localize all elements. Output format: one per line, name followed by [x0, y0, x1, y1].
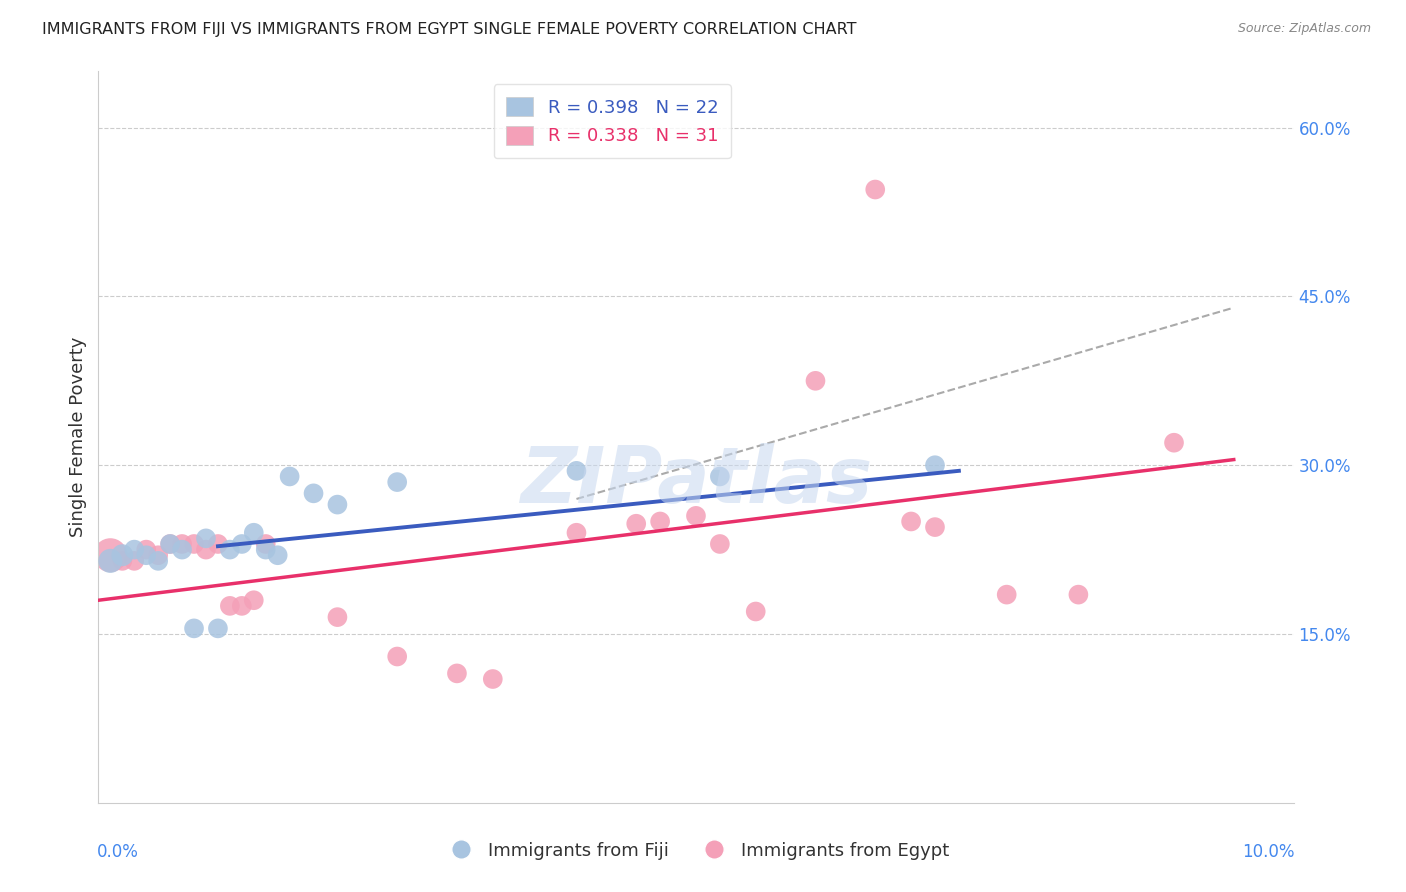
- Point: [159, 537, 181, 551]
- Point: [1067, 588, 1090, 602]
- Point: [219, 599, 242, 613]
- Point: [219, 542, 242, 557]
- Point: [98, 554, 122, 568]
- Point: [804, 374, 827, 388]
- Point: [446, 666, 468, 681]
- Point: [709, 537, 731, 551]
- Point: [1163, 435, 1185, 450]
- Point: [231, 599, 253, 613]
- Point: [254, 537, 277, 551]
- Point: [124, 554, 146, 568]
- Point: [650, 515, 672, 529]
- Point: [385, 475, 409, 489]
- Point: [243, 525, 266, 540]
- Text: Source: ZipAtlas.com: Source: ZipAtlas.com: [1237, 22, 1371, 36]
- Point: [207, 621, 229, 635]
- Point: [195, 542, 218, 557]
- Point: [865, 182, 887, 196]
- Point: [385, 649, 409, 664]
- Point: [745, 605, 768, 619]
- Point: [183, 537, 205, 551]
- Point: [326, 610, 349, 624]
- Point: [254, 542, 277, 557]
- Point: [124, 542, 146, 557]
- Point: [148, 548, 170, 562]
- Text: 0.0%: 0.0%: [97, 843, 139, 861]
- Legend: Immigrants from Fiji, Immigrants from Egypt: Immigrants from Fiji, Immigrants from Eg…: [436, 835, 956, 867]
- Text: 10.0%: 10.0%: [1243, 843, 1295, 861]
- Point: [207, 537, 229, 551]
- Point: [995, 588, 1018, 602]
- Text: ZIPatlas: ZIPatlas: [520, 443, 872, 519]
- Point: [302, 486, 325, 500]
- Point: [924, 520, 946, 534]
- Point: [900, 515, 922, 529]
- Point: [135, 548, 157, 562]
- Point: [924, 458, 946, 473]
- Point: [626, 516, 648, 531]
- Y-axis label: Single Female Poverty: Single Female Poverty: [69, 337, 87, 537]
- Point: [148, 554, 170, 568]
- Point: [172, 537, 194, 551]
- Point: [231, 537, 253, 551]
- Point: [243, 593, 266, 607]
- Text: IMMIGRANTS FROM FIJI VS IMMIGRANTS FROM EGYPT SINGLE FEMALE POVERTY CORRELATION : IMMIGRANTS FROM FIJI VS IMMIGRANTS FROM …: [42, 22, 856, 37]
- Point: [111, 548, 134, 562]
- Point: [482, 672, 505, 686]
- Point: [111, 554, 134, 568]
- Point: [135, 542, 157, 557]
- Point: [159, 537, 181, 551]
- Point: [565, 464, 588, 478]
- Point: [183, 621, 205, 635]
- Point: [195, 532, 218, 546]
- Point: [172, 542, 194, 557]
- Point: [685, 508, 707, 523]
- Point: [267, 548, 290, 562]
- Point: [98, 548, 122, 562]
- Point: [709, 469, 731, 483]
- Point: [565, 525, 588, 540]
- Point: [326, 498, 349, 512]
- Point: [278, 469, 301, 483]
